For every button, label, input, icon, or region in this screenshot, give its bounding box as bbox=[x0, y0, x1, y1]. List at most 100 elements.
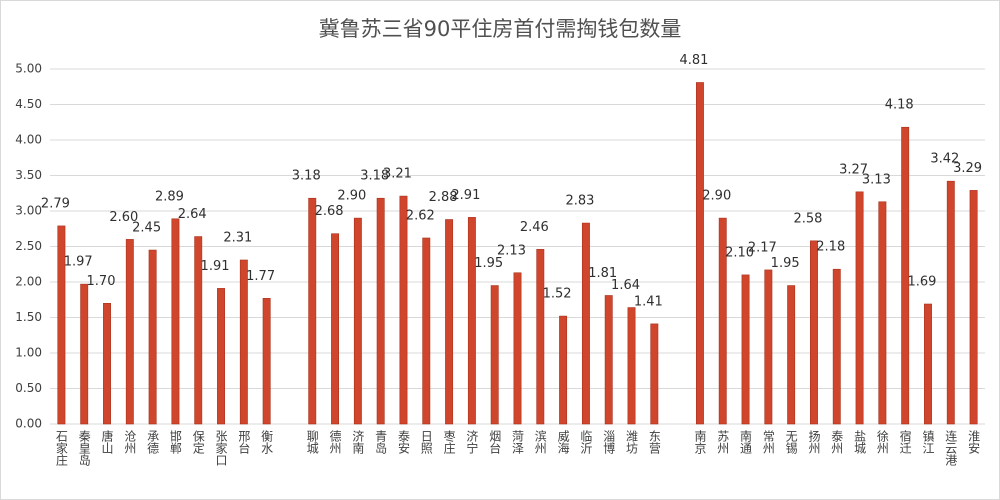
value-label: 2.68 bbox=[315, 204, 344, 219]
x-tick-label: 唐山 bbox=[100, 429, 114, 454]
value-label: 1.95 bbox=[474, 256, 503, 271]
bar bbox=[901, 126, 910, 425]
x-tick-label: 宿迁 bbox=[898, 429, 912, 454]
value-label: 2.64 bbox=[178, 207, 207, 222]
value-label: 2.60 bbox=[109, 210, 138, 225]
value-label: 2.62 bbox=[406, 208, 435, 223]
value-label: 2.46 bbox=[520, 220, 549, 235]
x-tick-label: 淄博 bbox=[602, 430, 616, 454]
x-tick-label: 张家口 bbox=[214, 430, 228, 466]
bar bbox=[536, 249, 545, 425]
x-tick-label: 青岛 bbox=[374, 430, 388, 455]
x-tick-label: 菏泽 bbox=[511, 430, 525, 454]
bar bbox=[217, 288, 225, 425]
value-label: 2.18 bbox=[816, 240, 845, 255]
x-tick-label: 淮安 bbox=[967, 430, 981, 454]
x-tick-label: 保定 bbox=[191, 430, 205, 455]
value-label: 3.29 bbox=[953, 161, 982, 176]
x-tick-label: 烟台 bbox=[488, 430, 502, 454]
value-label: 1.41 bbox=[634, 294, 663, 309]
x-tick-label: 济南 bbox=[351, 429, 365, 454]
value-label: 2.10 bbox=[725, 245, 754, 260]
value-label: 2.90 bbox=[337, 189, 366, 204]
x-tick-label: 聊城 bbox=[305, 430, 319, 455]
bar bbox=[604, 295, 613, 425]
y-tick-label: 2.00 bbox=[15, 275, 42, 289]
x-tick-label: 威海 bbox=[556, 430, 570, 454]
bar bbox=[308, 197, 317, 425]
bar bbox=[57, 225, 66, 425]
value-label: 3.21 bbox=[383, 167, 412, 182]
bar bbox=[718, 217, 727, 425]
x-tick-label: 泰安 bbox=[396, 430, 410, 454]
bar bbox=[627, 307, 636, 425]
x-tick-label: 连云港 bbox=[944, 429, 958, 466]
bar bbox=[741, 274, 750, 425]
bar bbox=[787, 285, 796, 425]
value-label: 1.97 bbox=[64, 255, 93, 270]
x-tick-label: 秦皇岛 bbox=[77, 430, 91, 467]
y-tick-label: 4.00 bbox=[15, 133, 42, 147]
value-label: 1.52 bbox=[543, 287, 572, 302]
x-tick-label: 德州 bbox=[328, 429, 342, 454]
bar bbox=[239, 259, 248, 425]
x-tick-label: 石家庄 bbox=[54, 430, 68, 467]
y-tick-label: 1.00 bbox=[15, 346, 42, 360]
value-label: 2.13 bbox=[497, 243, 526, 258]
x-tick-label: 潍坊 bbox=[625, 430, 639, 454]
x-tick-label: 临沂 bbox=[579, 430, 593, 454]
value-label: 3.18 bbox=[292, 169, 321, 184]
x-tick-label: 邢台 bbox=[237, 430, 251, 454]
x-tick-label: 邯郸 bbox=[168, 429, 182, 455]
x-tick-label: 南通 bbox=[739, 429, 753, 454]
x-tick-label: 南京 bbox=[693, 429, 707, 455]
value-label: 4.18 bbox=[885, 98, 914, 113]
bar bbox=[878, 201, 887, 425]
bar bbox=[650, 323, 659, 425]
x-tick-label: 镇江 bbox=[921, 430, 935, 454]
bar bbox=[103, 302, 111, 425]
bar bbox=[924, 303, 932, 425]
y-tick-label: 5.00 bbox=[15, 62, 42, 76]
x-tick-label: 枣庄 bbox=[442, 430, 456, 455]
x-tick-label: 盐城 bbox=[853, 430, 867, 455]
value-label: 1.91 bbox=[201, 259, 230, 274]
bar bbox=[80, 283, 89, 425]
x-tick-label: 无锡 bbox=[784, 430, 798, 455]
x-tick-label: 日照 bbox=[419, 430, 433, 455]
bar bbox=[855, 191, 864, 425]
value-label: 3.18 bbox=[360, 169, 389, 184]
y-tick-label: 2.50 bbox=[15, 239, 42, 253]
bar bbox=[559, 315, 568, 425]
y-tick-label: 0.00 bbox=[15, 417, 42, 431]
value-label: 1.69 bbox=[908, 275, 937, 290]
bar bbox=[331, 233, 340, 425]
value-label: 1.64 bbox=[611, 278, 640, 293]
x-tick-label: 衡水 bbox=[260, 430, 274, 454]
bar bbox=[194, 236, 203, 425]
value-label: 2.89 bbox=[155, 189, 184, 204]
bar bbox=[695, 82, 704, 425]
value-label: 2.90 bbox=[702, 189, 731, 204]
bar bbox=[946, 180, 955, 425]
y-tick-label: 0.50 bbox=[15, 381, 42, 395]
x-tick-label: 滨州 bbox=[533, 429, 547, 454]
bar bbox=[353, 217, 362, 425]
x-tick-label: 沧州 bbox=[123, 429, 137, 454]
x-tick-label: 济宁 bbox=[465, 429, 479, 454]
bar bbox=[764, 269, 773, 425]
value-label: 3.13 bbox=[862, 172, 891, 187]
value-label: 1.95 bbox=[771, 256, 800, 271]
bar bbox=[445, 219, 454, 425]
value-label: 1.70 bbox=[87, 274, 116, 289]
bar bbox=[513, 272, 522, 425]
value-label: 1.81 bbox=[588, 266, 617, 281]
y-tick-label: 3.50 bbox=[15, 168, 42, 182]
x-tick-label: 东营 bbox=[647, 430, 661, 455]
bar bbox=[148, 249, 157, 425]
value-label: 2.17 bbox=[748, 240, 777, 255]
value-label: 3.27 bbox=[839, 162, 868, 177]
x-tick-label: 苏州 bbox=[716, 430, 730, 454]
bar bbox=[376, 197, 385, 425]
